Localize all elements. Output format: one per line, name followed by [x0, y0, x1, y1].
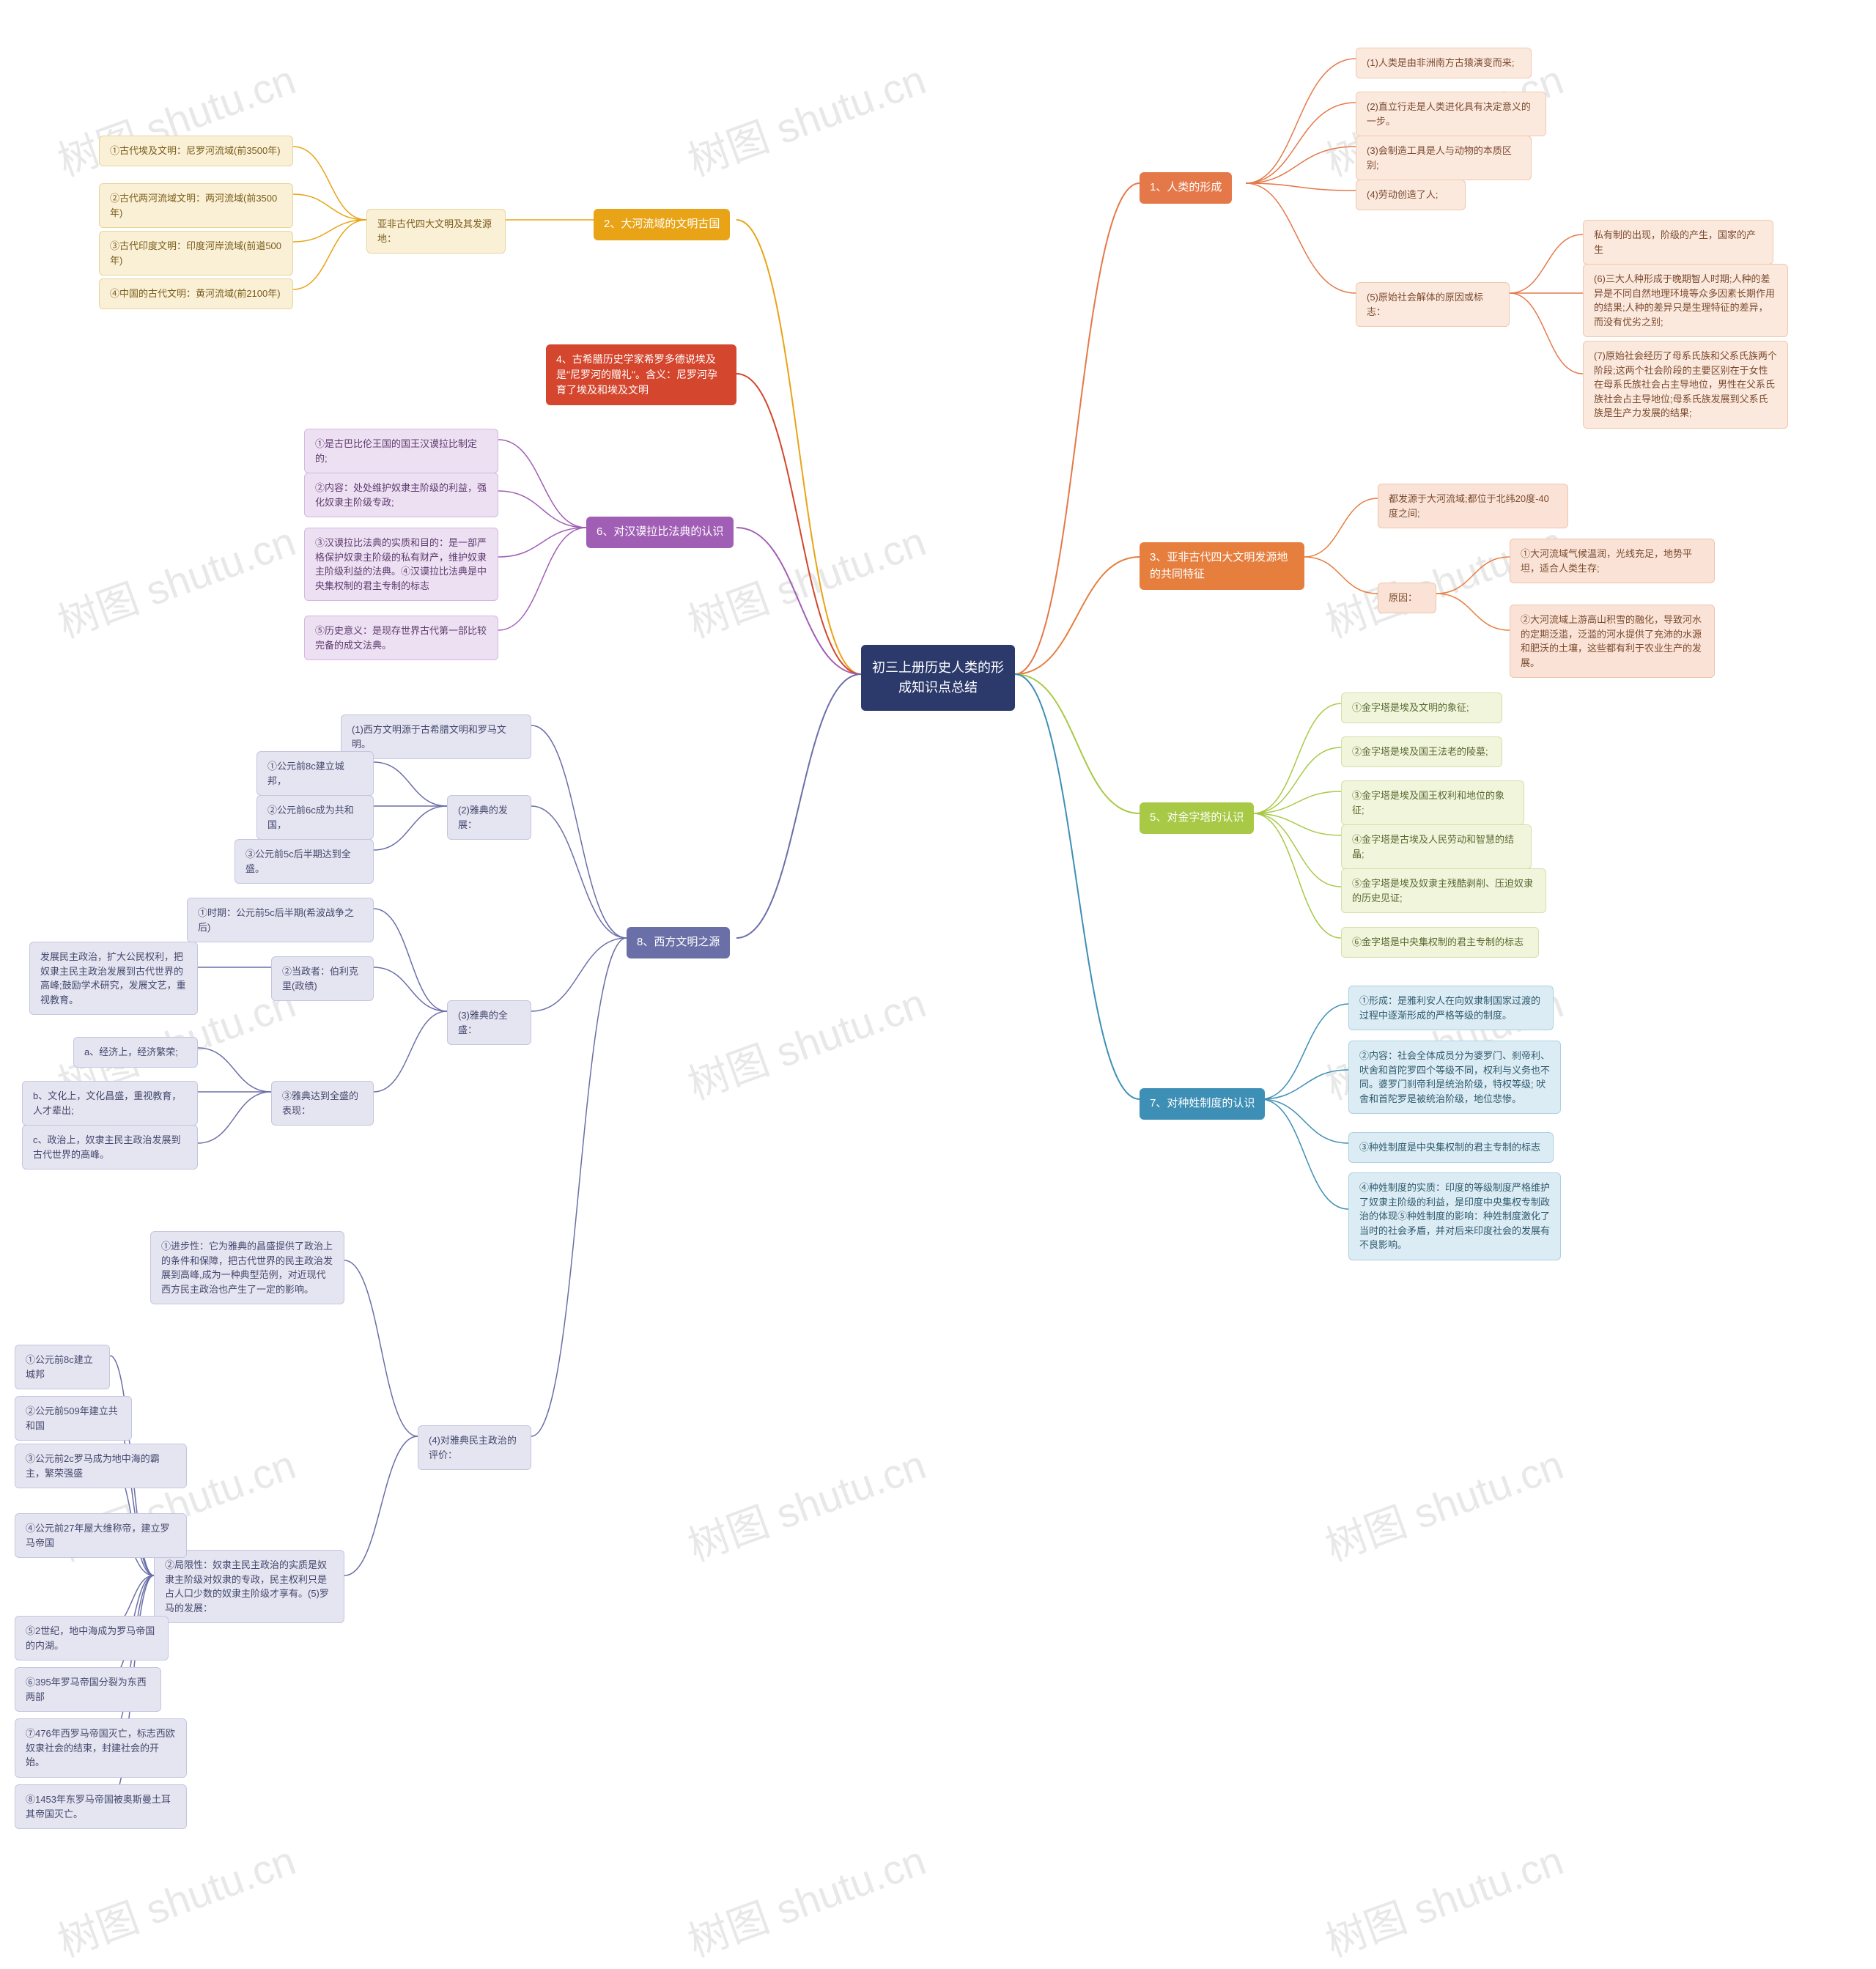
b7-leaf: ②内容：社会全体成员分为婆罗门、刹帝利、吠舍和首陀罗四个等级不同，权利与义务也不…: [1348, 1041, 1561, 1114]
watermark: 树图 shutu.cn: [48, 47, 303, 188]
b2-leaf: ④中国的古代文明：黄河流域(前2100年): [99, 278, 293, 309]
b8-leaf: ①公元前8c建立城邦: [15, 1345, 110, 1389]
b8-leaf: ③雅典达到全盛的表现：: [271, 1081, 374, 1126]
b1-leaf: (3)会制造工具是人与动物的本质区别;: [1356, 136, 1532, 180]
branch-5: 5、对金字塔的认识: [1140, 802, 1254, 834]
b8-leaf: ⑧1453年东罗马帝国被奥斯曼土耳其帝国灭亡。: [15, 1784, 187, 1829]
b3-leaf: ②大河流域上游高山积雪的融化，导致河水的定期泛滥，泛滥的河水提供了充沛的水源和肥…: [1510, 605, 1715, 678]
b1-leaf: (1)人类是由非洲南方古猿演变而来;: [1356, 48, 1532, 78]
b3-leaf: 原因：: [1378, 583, 1436, 613]
b8-leaf: ⑤2世纪，地中海成为罗马帝国的内湖。: [15, 1616, 169, 1660]
b2-leaf: ①古代埃及文明：尼罗河流域(前3500年): [99, 136, 293, 166]
watermark: 树图 shutu.cn: [679, 970, 933, 1111]
branch-8: 8、西方文明之源: [627, 927, 730, 958]
b2-leaf: ②古代两河流域文明：两河流域(前3500年): [99, 183, 293, 228]
b1-leaf: 私有制的出现，阶级的产生，国家的产生: [1583, 220, 1773, 265]
b1-leaf: (6)三大人种形成于晚期智人时期;人种的差异是不同自然地理环境等众多因素长期作用…: [1583, 264, 1788, 337]
b3-leaf: 都发源于大河流域;都位于北纬20度-40度之间;: [1378, 484, 1568, 528]
b8-leaf: ①进步性：它为雅典的昌盛提供了政治上的条件和保障，把古代世界的民主政治发展到高峰…: [150, 1231, 344, 1304]
b6-leaf: ①是古巴比伦王国的国王汉谟拉比制定的;: [304, 429, 498, 473]
watermark: 树图 shutu.cn: [1316, 1432, 1570, 1573]
b5-leaf: ②金字塔是埃及国王法老的陵墓;: [1341, 736, 1502, 767]
b8-leaf: (3)雅典的全盛：: [447, 1000, 531, 1045]
b7-leaf: ④种姓制度的实质：印度的等级制度严格维护了奴隶主阶级的利益，是印度中央集权专制政…: [1348, 1172, 1561, 1260]
b3-leaf: ①大河流域气候温润，光线充足，地势平坦，适合人类生存;: [1510, 539, 1715, 583]
b1-leaf: (7)原始社会经历了母系氏族和父系氏族两个阶段;这两个社会阶段的主要区别在于女性…: [1583, 341, 1788, 429]
b1-leaf: (2)直立行走是人类进化具有决定意义的一步。: [1356, 92, 1546, 136]
watermark: 树图 shutu.cn: [679, 1432, 933, 1573]
b7-leaf: ①形成：是雅利安人在向奴隶制国家过渡的过程中逐渐形成的严格等级的制度。: [1348, 986, 1554, 1030]
b8-leaf: ③公元前5c后半期达到全盛。: [234, 839, 374, 884]
branch-6: 6、对汉谟拉比法典的认识: [586, 517, 734, 548]
branch-3: 3、亚非古代四大文明发源地的共同特征: [1140, 542, 1304, 590]
b8-leaf: ①时期：公元前5c后半期(希波战争之后): [187, 898, 374, 942]
b8-leaf: ⑥395年罗马帝国分裂为东西两部: [15, 1667, 161, 1712]
b8-leaf: (2)雅典的发展：: [447, 795, 531, 840]
branch-2: 2、大河流域的文明古国: [594, 209, 730, 240]
b8-leaf: c、政治上，奴隶主民主政治发展到古代世界的高峰。: [22, 1125, 198, 1170]
branch-1: 1、人类的形成: [1140, 172, 1232, 204]
b5-leaf: ①金字塔是埃及文明的象征;: [1341, 692, 1502, 723]
b5-leaf: ⑥金字塔是中央集权制的君主专制的标志: [1341, 927, 1539, 958]
b2-leaf: ③古代印度文明：印度河岸流域(前道500年): [99, 231, 293, 276]
b5-leaf: ⑤金字塔是埃及奴隶主残酷剥削、压迫奴隶的历史见证;: [1341, 868, 1546, 913]
b1-leaf: (4)劳动创造了人;: [1356, 180, 1466, 210]
b8-leaf: 发展民主政治，扩大公民权利，把奴隶主民主政治发展到古代世界的高峰;鼓励学术研究，…: [29, 942, 198, 1015]
watermark: 树图 shutu.cn: [48, 1828, 303, 1968]
b8-leaf: b、文化上，文化昌盛，重视教育，人才辈出;: [22, 1081, 198, 1126]
b8-leaf: ③公元前2c罗马成为地中海的霸主，繁荣强盛: [15, 1444, 187, 1488]
b8-leaf: (4)对雅典民主政治的评价：: [418, 1425, 531, 1470]
watermark: 树图 shutu.cn: [679, 47, 933, 188]
b8-leaf: a、经济上，经济繁荣;: [73, 1037, 198, 1068]
b8-leaf: ②当政者：伯利克里(政绩): [271, 956, 374, 1001]
watermark: 树图 shutu.cn: [1316, 1828, 1570, 1968]
branch-7: 7、对种姓制度的认识: [1140, 1088, 1265, 1120]
b6-leaf: ⑤历史意义：是现存世界古代第一部比较完备的成文法典。: [304, 616, 498, 660]
root-node: 初三上册历史人类的形成知识点总结: [861, 645, 1015, 711]
b2-parent: 亚非古代四大文明及其发源地：: [366, 209, 506, 254]
b8-leaf: ②公元前509年建立共和国: [15, 1396, 132, 1441]
b8-leaf: ④公元前27年屋大维称帝，建立罗马帝国: [15, 1513, 187, 1558]
b1-leaf: (5)原始社会解体的原因或标志：: [1356, 282, 1510, 327]
watermark: 树图 shutu.cn: [679, 1828, 933, 1968]
b5-leaf: ③金字塔是埃及国王权利和地位的象征;: [1341, 780, 1524, 825]
b8-leaf: ①公元前8c建立城邦，: [256, 751, 374, 796]
b8-leaf: ⑦476年西罗马帝国灭亡，标志西欧奴隶社会的结束，封建社会的开始。: [15, 1718, 187, 1778]
b7-leaf: ③种姓制度是中央集权制的君主专制的标志: [1348, 1132, 1554, 1163]
b5-leaf: ④金字塔是古埃及人民劳动和智慧的结晶;: [1341, 824, 1532, 869]
b6-leaf: ③汉谟拉比法典的实质和目的：是一部严格保护奴隶主阶级的私有财产，维护奴隶主阶级利…: [304, 528, 498, 601]
b8-leaf: ②局限性：奴隶主民主政治的实质是奴隶主阶级对奴隶的专政，民主权利只是占人口少数的…: [154, 1550, 344, 1623]
branch-4: 4、古希腊历史学家希罗多德说埃及是"尼罗河的赠礼"。含义：尼罗河孕育了埃及和埃及…: [546, 344, 736, 405]
b6-leaf: ②内容：处处维护奴隶主阶级的利益，强化奴隶主阶级专政;: [304, 473, 498, 517]
watermark: 树图 shutu.cn: [48, 509, 303, 649]
b8-leaf: ②公元前6c成为共和国，: [256, 795, 374, 840]
